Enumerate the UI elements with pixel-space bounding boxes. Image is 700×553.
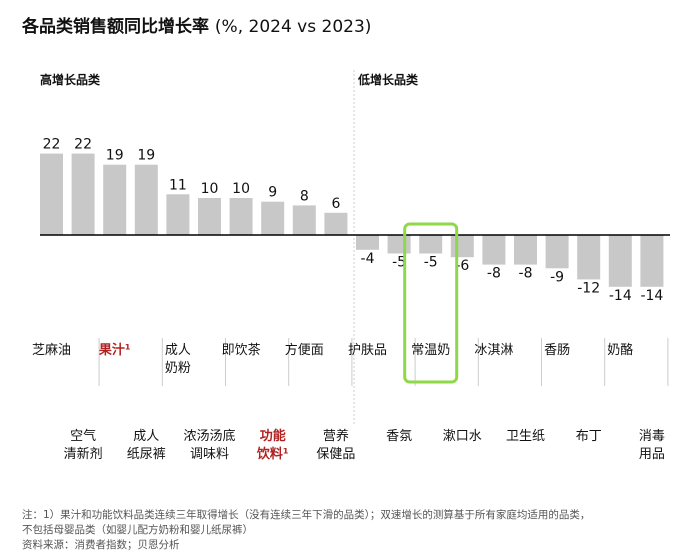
bar — [134, 164, 158, 235]
category-label: 调味料 — [190, 447, 229, 462]
category-label: 保健品 — [316, 447, 355, 462]
bar-value-label: -4 — [361, 251, 375, 267]
category-label: 方便面 — [285, 342, 324, 358]
bar — [40, 153, 63, 235]
bar-value-label: 22 — [43, 137, 61, 153]
bar-value-label: -5 — [424, 255, 438, 271]
source-note: 资料来源：消费者指数；贝恩分析 — [22, 539, 180, 551]
category-label: 营养 — [323, 428, 349, 444]
bar-value-label: -5 — [392, 255, 406, 271]
bar — [545, 235, 569, 269]
bar-value-label: -9 — [550, 269, 564, 285]
bar — [419, 235, 443, 254]
bar-value-label: -6 — [455, 258, 469, 274]
category-label: 冰淇淋 — [474, 343, 513, 358]
category-label: 漱口水 — [443, 429, 482, 444]
category-label: 香氛 — [386, 429, 412, 444]
category-label: 奶粉 — [165, 361, 191, 376]
footnote-1: 注：1）果汁和功能饮料品类连续三年取得增长（没有连续三年下滑的品类）；双速增长的… — [22, 509, 591, 521]
bar-value-label: 19 — [106, 148, 124, 164]
category-label: 卫生纸 — [506, 429, 545, 444]
bar — [514, 235, 537, 265]
category-label: 布丁 — [576, 429, 602, 444]
category-label: 纸尿裤 — [127, 447, 166, 462]
bar — [482, 235, 506, 265]
bar-value-label: -14 — [640, 288, 663, 304]
bar — [292, 205, 316, 235]
category-label: 功能 — [260, 428, 286, 444]
high-growth-group-label: 高增长品类 — [40, 73, 101, 87]
category-label: 成人 — [133, 429, 159, 444]
bar-value-label: -12 — [577, 280, 600, 296]
bar-value-label: -8 — [487, 266, 501, 282]
category-label: 芝麻油 — [32, 342, 71, 358]
category-label: 常温奶 — [411, 343, 450, 358]
bar-value-label: -14 — [609, 288, 632, 304]
bar — [198, 198, 221, 235]
bar — [103, 164, 127, 235]
category-label: 即饮茶 — [222, 342, 261, 358]
category-label: 果汁¹ — [98, 342, 131, 358]
category-label: 清新剂 — [64, 446, 103, 462]
highlight-box — [403, 222, 459, 384]
bar-value-label: 22 — [74, 137, 92, 153]
bar — [166, 194, 190, 235]
bar — [261, 201, 285, 235]
category-label: 香肠 — [544, 343, 570, 358]
category-label: 成人 — [165, 343, 191, 358]
footnote-2: 不包括母婴品类（如婴儿配方奶粉和婴儿纸尿裤） — [22, 524, 253, 536]
low-growth-group-label: 低增长品类 — [358, 73, 419, 87]
bar-value-label: 6 — [331, 196, 340, 212]
bar-value-label: 10 — [201, 181, 219, 197]
category-label: 用品 — [639, 447, 665, 462]
bar — [608, 235, 632, 287]
bar — [324, 212, 348, 235]
bar — [229, 198, 253, 235]
category-label: 护肤品 — [348, 343, 387, 358]
category-label: 消毒 — [639, 429, 665, 444]
bar-value-label: 8 — [300, 188, 309, 204]
bar — [71, 153, 95, 235]
bar — [387, 235, 411, 254]
bar-value-label: -8 — [519, 266, 533, 282]
bar-chart: 22 22 19 19 11 10 10 9 8 6 -4 -5 -5 -6 -8 -8 -9 -12 -14 -14… — [32, 70, 670, 462]
bar — [577, 235, 601, 280]
category-label: 浓汤汤底 — [183, 428, 235, 444]
category-label: 奶酪 — [607, 342, 633, 358]
bar — [356, 235, 379, 250]
chart-title-text: 各品类销售额同比增长率 — [22, 17, 209, 37]
category-label: 空气 — [70, 428, 96, 444]
bar-value-label: 11 — [169, 177, 187, 193]
bar — [450, 235, 474, 258]
bar-value-label: 10 — [232, 181, 250, 197]
chart-title: 各品类销售额同比增长率 (%, 2024 vs 2023) — [22, 12, 371, 37]
bar — [640, 235, 664, 287]
bar-value-label: 9 — [268, 185, 277, 201]
chart-title-unit: (%, 2024 vs 2023) — [214, 17, 372, 37]
bar-value-label: 19 — [137, 148, 155, 164]
category-label: 饮料¹ — [256, 446, 289, 462]
